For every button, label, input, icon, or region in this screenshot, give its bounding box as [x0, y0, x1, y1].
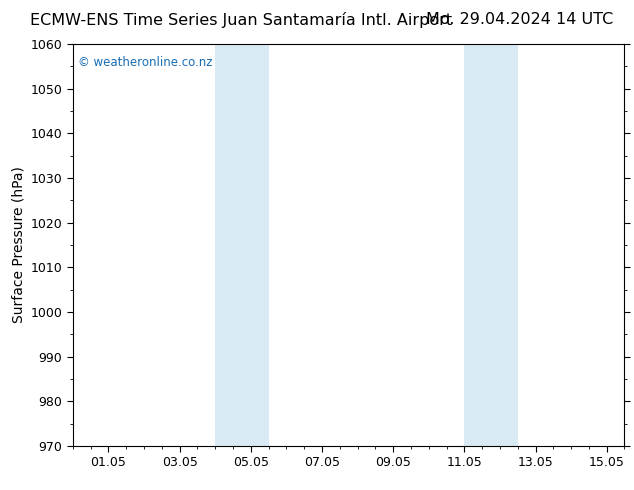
Bar	[216, 44, 251, 446]
Bar	[251, 44, 269, 446]
Y-axis label: Surface Pressure (hPa): Surface Pressure (hPa)	[11, 167, 25, 323]
Text: ECMW-ENS Time Series Juan Santamaría Intl. Airport: ECMW-ENS Time Series Juan Santamaría Int…	[30, 12, 452, 28]
Bar	[464, 44, 500, 446]
Bar	[500, 44, 518, 446]
Text: © weatheronline.co.nz: © weatheronline.co.nz	[79, 56, 213, 69]
Text: Mo. 29.04.2024 14 UTC: Mo. 29.04.2024 14 UTC	[426, 12, 614, 27]
